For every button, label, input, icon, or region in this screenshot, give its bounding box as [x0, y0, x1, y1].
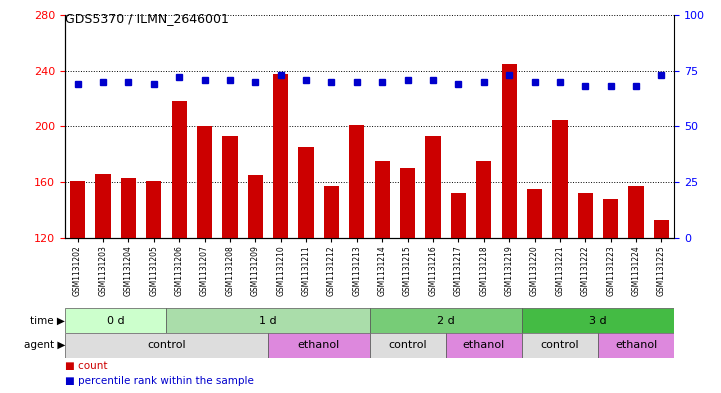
Text: ethanol: ethanol	[463, 340, 505, 351]
Bar	[654, 220, 669, 238]
Bar	[273, 73, 288, 238]
Bar	[451, 193, 466, 238]
Text: 2 d: 2 d	[437, 316, 454, 325]
Bar	[603, 199, 619, 238]
Bar	[369, 308, 522, 333]
Bar	[522, 333, 598, 358]
Bar	[527, 189, 542, 238]
Text: time ▶: time ▶	[30, 316, 65, 325]
Text: 1 d: 1 d	[259, 316, 277, 325]
Bar	[197, 127, 212, 238]
Bar	[502, 64, 517, 238]
Bar	[629, 186, 644, 238]
Bar	[522, 308, 674, 333]
Bar	[95, 174, 110, 238]
Bar	[167, 308, 369, 333]
Text: control: control	[147, 340, 186, 351]
Bar	[268, 333, 370, 358]
Bar	[146, 181, 162, 238]
Bar	[120, 178, 136, 238]
Bar	[298, 147, 314, 238]
Bar	[248, 175, 263, 238]
Text: ■ percentile rank within the sample: ■ percentile rank within the sample	[65, 376, 254, 386]
Text: 0 d: 0 d	[107, 316, 125, 325]
Bar	[172, 101, 187, 238]
Bar	[324, 186, 339, 238]
Bar	[425, 136, 441, 238]
Bar	[446, 333, 522, 358]
Text: ■ count: ■ count	[65, 361, 107, 371]
Bar	[369, 333, 446, 358]
Text: control: control	[541, 340, 579, 351]
Text: GDS5370 / ILMN_2646001: GDS5370 / ILMN_2646001	[65, 12, 229, 25]
Text: agent ▶: agent ▶	[24, 340, 65, 351]
Bar	[70, 181, 85, 238]
Text: ethanol: ethanol	[615, 340, 657, 351]
Text: control: control	[389, 340, 427, 351]
Bar	[578, 193, 593, 238]
Bar	[375, 162, 390, 238]
Bar	[476, 162, 492, 238]
Bar	[222, 136, 237, 238]
Bar	[65, 333, 268, 358]
Bar	[400, 168, 415, 238]
Bar	[598, 333, 674, 358]
Bar	[552, 119, 567, 238]
Text: 3 d: 3 d	[589, 316, 607, 325]
Text: ethanol: ethanol	[298, 340, 340, 351]
Bar	[65, 308, 167, 333]
Bar	[349, 125, 364, 238]
